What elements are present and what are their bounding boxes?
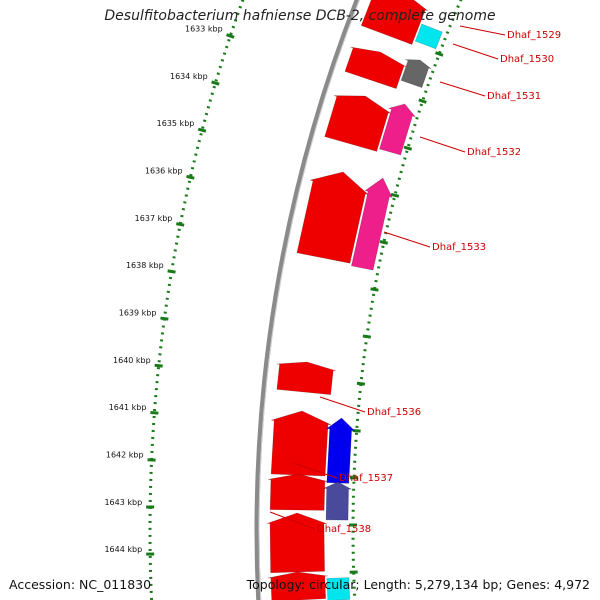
outer-scale-dots [148,0,245,600]
kbp-scale: 1633 kbp 1634 kbp 1635 kbp 1636 kbp 1637 kbp… [104,0,463,600]
topology-text: Topology: circular; Length: 5,279,134 bp… [246,577,590,592]
gene-feature-magenta [379,103,417,156]
gene-feature-slate [323,481,352,521]
gene-label: Dhaf_1536 [367,407,421,418]
gene-feature-blue [325,417,356,484]
gene-feature-red [360,0,429,45]
backbone-highlight [258,0,360,600]
gene-feature-gray [400,59,432,88]
inner-tick [362,334,372,339]
gene-label: Dhaf_1533 [432,242,486,253]
inner-tick [379,240,389,245]
kbp-tick-label: 1634 kbp [170,72,208,81]
inner-tick [418,98,427,104]
gene-feature-red [324,95,392,152]
genome-title: Desulfitobacterium hafniense DCB-2, comp… [104,8,496,24]
gene-label: Dhaf_1530 [500,54,554,65]
gene-leader-line [269,511,316,530]
gene-leader-line [452,43,499,60]
kbp-tick [154,363,163,368]
gene-leader-line [419,136,466,153]
inner-tick [390,192,400,198]
gene-feature-red [344,46,407,89]
gene-leader-line [459,25,506,36]
gene-leader-line [292,462,338,479]
inner-tick [356,381,366,386]
gene-label: Dhaf_1537 [339,473,393,484]
kbp-tick-label: 1639 kbp [119,309,157,318]
gene-label: Dhaf_1529 [507,30,561,41]
kbp-tick-label: 1633 kbp [185,24,223,33]
kbp-tick-label: 1637 kbp [135,214,173,223]
gene-feature-cyan [414,23,443,50]
kbp-tick-label: 1636 kbp [145,166,183,175]
genome-backbone [254,0,360,600]
kbp-tick [176,222,185,227]
gene-labels: Dhaf_1529 Dhaf_1530 Dhaf_1531 Dhaf_1532 Dhaf… [269,25,561,535]
inner-tick [434,51,444,57]
kbp-tick-label: 1640 kbp [113,356,151,365]
kbp-tick [150,411,159,415]
gene-label: Dhaf_1531 [487,91,541,102]
kbp-tick [226,33,235,39]
gene-feature-red [267,571,328,600]
gene-leader-line [383,231,431,248]
kbp-tick [167,269,176,274]
kbp-tick-label: 1635 kbp [157,119,195,128]
gene-leader-line [439,81,486,97]
gene-label: Dhaf_1532 [467,147,521,158]
inner-scale-dots [351,0,463,600]
kbp-tick [211,80,220,86]
kbp-tick [160,316,169,321]
gene-feature-cyan [326,577,351,600]
gene-feature-magenta [351,177,393,271]
gene-feature-red [267,473,328,511]
kbp-tick-label: 1638 kbp [126,261,164,270]
gene-feature-red [296,171,369,264]
accession-text: Accession: NC_011830 [9,577,152,592]
kbp-tick-label: 1641 kbp [109,403,147,412]
kbp-tick-label: 1642 kbp [106,451,144,460]
inner-tick [403,145,413,151]
inner-tick [370,287,379,292]
gene-label: Dhaf_1538 [317,524,371,535]
kbp-tick-label: 1644 kbp [104,545,142,554]
gene-feature-red [270,410,332,477]
kbp-tick [186,174,195,180]
gene-feature-red [276,361,337,395]
gene-leader-line [319,396,366,413]
gene-features [266,0,443,600]
kbp-tick-label: 1643 kbp [104,498,142,507]
backbone-arc [254,0,360,600]
kbp-tick [197,127,207,133]
